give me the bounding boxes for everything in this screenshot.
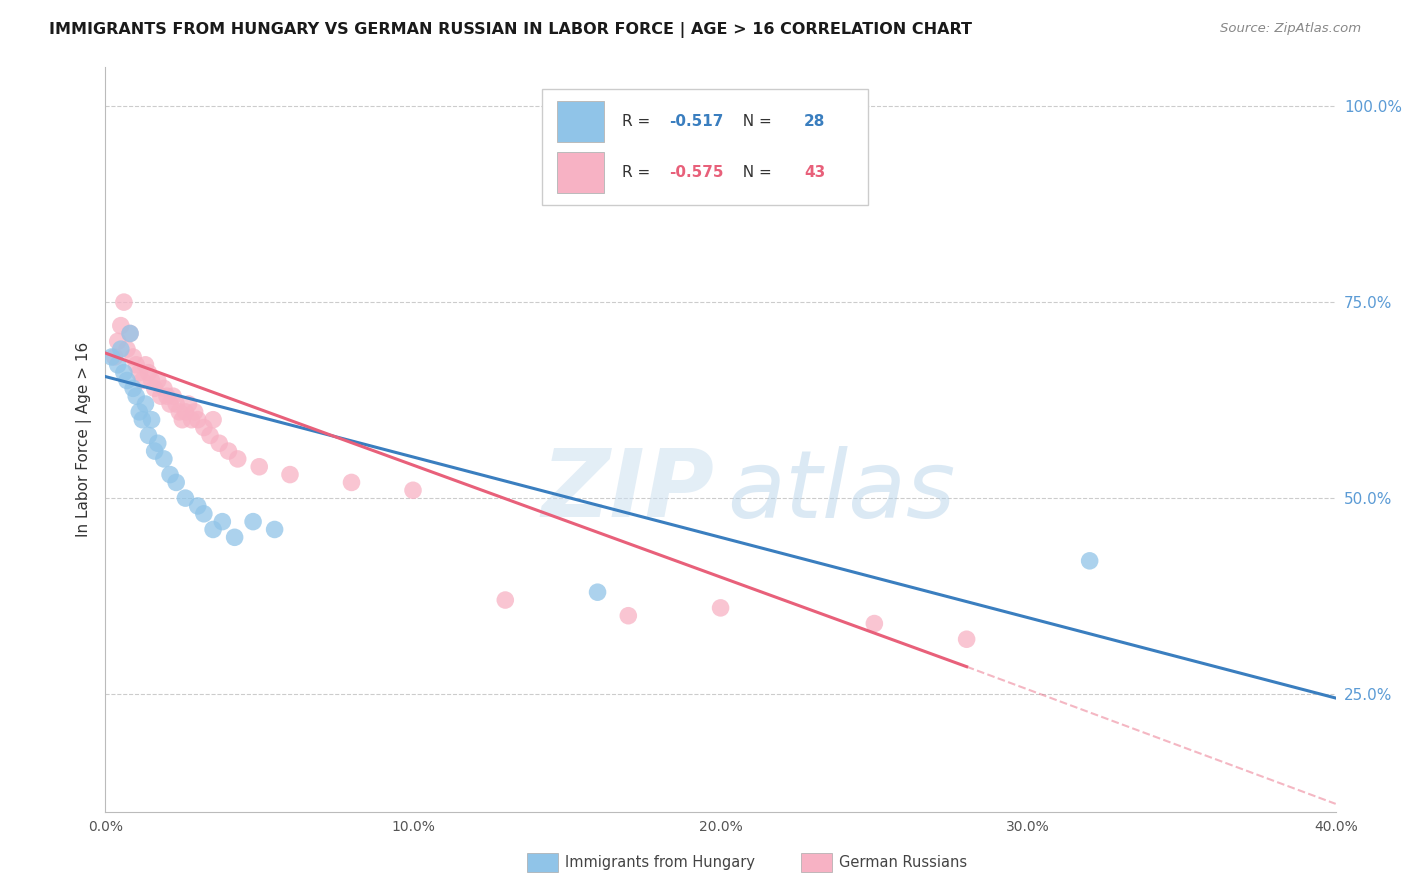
Point	[202, 413, 225, 427]
Point	[112, 295, 135, 310]
Bar	[557, 152, 603, 193]
Point	[138, 428, 160, 442]
Point	[208, 436, 231, 450]
Point	[125, 358, 148, 372]
Point	[138, 366, 160, 380]
Text: 28: 28	[804, 114, 825, 129]
Point	[187, 413, 209, 427]
Point	[131, 374, 153, 388]
Point	[156, 389, 179, 403]
Point	[143, 444, 166, 458]
Text: N =: N =	[733, 114, 776, 129]
Point	[165, 475, 187, 490]
Text: Immigrants from Hungary: Immigrants from Hungary	[565, 855, 755, 870]
Point	[494, 593, 516, 607]
Point	[340, 475, 363, 490]
Point	[165, 397, 187, 411]
Point	[159, 467, 181, 482]
Point	[153, 451, 176, 466]
Point	[617, 608, 640, 623]
Point	[162, 389, 184, 403]
Point	[159, 397, 181, 411]
Point	[110, 342, 132, 356]
Point	[177, 397, 200, 411]
Point	[104, 350, 127, 364]
Point	[172, 413, 194, 427]
Point	[107, 358, 129, 372]
Y-axis label: In Labor Force | Age > 16: In Labor Force | Age > 16	[76, 342, 91, 537]
Bar	[557, 101, 603, 142]
Point	[169, 405, 191, 419]
Text: IMMIGRANTS FROM HUNGARY VS GERMAN RUSSIAN IN LABOR FORCE | AGE > 16 CORRELATION : IMMIGRANTS FROM HUNGARY VS GERMAN RUSSIA…	[49, 22, 972, 38]
Point	[146, 436, 169, 450]
Point	[134, 358, 156, 372]
Point	[263, 523, 285, 537]
Point	[149, 389, 172, 403]
Text: Source: ZipAtlas.com: Source: ZipAtlas.com	[1220, 22, 1361, 36]
Point	[122, 381, 145, 395]
Point	[710, 600, 733, 615]
Point	[198, 428, 221, 442]
Point	[153, 381, 176, 395]
Point	[122, 350, 145, 364]
Text: 43: 43	[804, 165, 825, 180]
Point	[174, 491, 197, 505]
Point	[218, 444, 240, 458]
Point	[141, 374, 163, 388]
Point	[202, 523, 225, 537]
Point	[956, 632, 979, 647]
Point	[134, 397, 156, 411]
Point	[211, 515, 233, 529]
Point	[586, 585, 609, 599]
Point	[180, 413, 202, 427]
Point	[193, 420, 215, 434]
FancyBboxPatch shape	[543, 89, 869, 204]
Point	[146, 374, 169, 388]
Point	[226, 451, 249, 466]
Point	[112, 366, 135, 380]
Point	[107, 334, 129, 349]
Point	[402, 483, 425, 498]
Point	[187, 499, 209, 513]
Text: German Russians: German Russians	[839, 855, 967, 870]
Point	[128, 405, 150, 419]
Point	[193, 507, 215, 521]
Point	[863, 616, 886, 631]
Point	[120, 326, 141, 341]
Point	[120, 326, 141, 341]
Text: -0.517: -0.517	[669, 114, 723, 129]
Point	[183, 405, 205, 419]
Point	[1078, 554, 1101, 568]
Point	[131, 413, 153, 427]
Point	[242, 515, 264, 529]
Point	[115, 342, 138, 356]
Text: R =: R =	[621, 114, 655, 129]
Text: ZIP: ZIP	[541, 445, 714, 538]
Point	[115, 374, 138, 388]
Point	[278, 467, 301, 482]
Point	[143, 381, 166, 395]
Text: -0.575: -0.575	[669, 165, 724, 180]
Point	[110, 318, 132, 333]
Point	[100, 350, 122, 364]
Text: N =: N =	[733, 165, 776, 180]
Point	[141, 413, 163, 427]
Text: atlas: atlas	[727, 446, 955, 537]
Point	[125, 389, 148, 403]
Point	[247, 459, 270, 474]
Text: R =: R =	[621, 165, 655, 180]
Point	[128, 366, 150, 380]
Point	[224, 530, 246, 544]
Point	[174, 405, 197, 419]
